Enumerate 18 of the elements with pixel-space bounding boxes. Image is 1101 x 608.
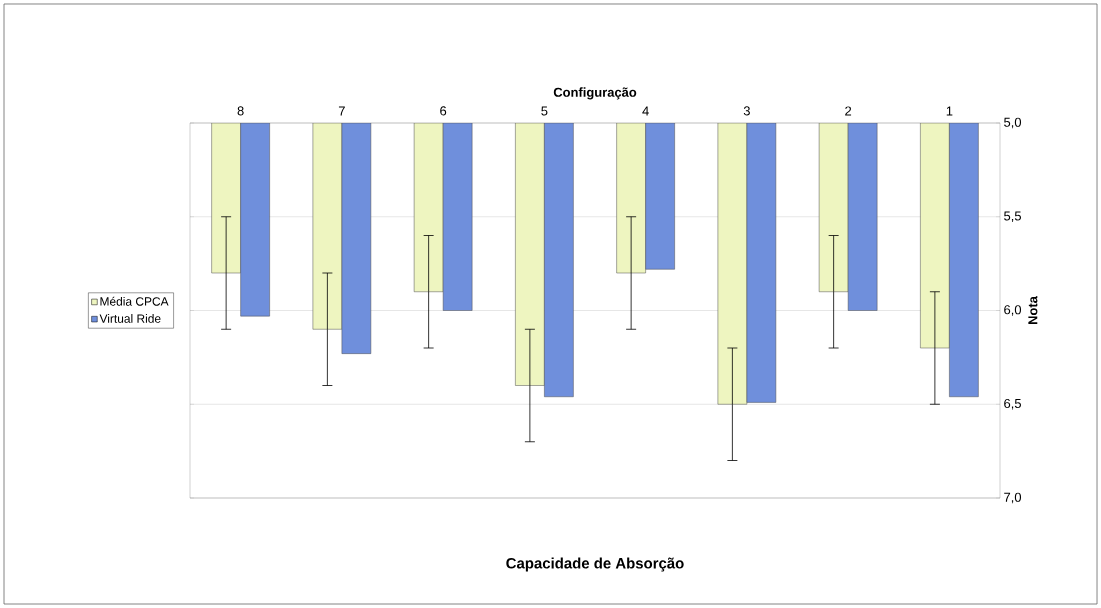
x-tick-label: 6 xyxy=(440,106,447,116)
y-tick-label: 5,5 xyxy=(1004,211,1021,223)
x-tick-label: 7 xyxy=(338,106,345,116)
x-tick-label: 2 xyxy=(845,106,852,116)
y-tick-label: 5,0 xyxy=(1004,117,1022,129)
x-tick-label: 3 xyxy=(743,106,750,116)
y-tick-label: 7,0 xyxy=(1004,492,1022,504)
x-axis-title: Configuração xyxy=(553,87,637,100)
x-tick-label: 8 xyxy=(237,106,244,116)
legend-label: Média CPCA xyxy=(100,296,169,306)
y-axis-title: Nota xyxy=(1028,296,1038,325)
y-tick-label: 6,5 xyxy=(1004,398,1021,410)
x-tick-label: 5 xyxy=(541,106,548,116)
x-tick-label: 4 xyxy=(642,106,649,116)
x-tick-label: 1 xyxy=(946,106,953,116)
y-tick-label: 6,0 xyxy=(1004,305,1022,316)
legend-label: Virtual Ride xyxy=(99,314,161,323)
text: Capacidade de Absorção xyxy=(506,557,684,572)
